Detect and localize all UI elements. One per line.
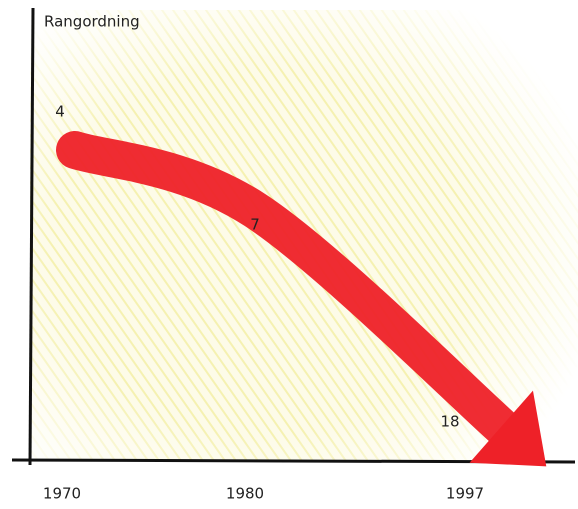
y-axis-label: Rangordning [44, 13, 140, 31]
data-label: 18 [440, 413, 459, 431]
x-tick-label: 1980 [226, 485, 264, 503]
data-label: 4 [55, 103, 65, 121]
data-label: 7 [250, 216, 260, 234]
chart: Rangordning 1970 1980 1997 4 7 18 [0, 0, 578, 505]
x-tick-label: 1997 [446, 485, 484, 503]
x-tick-label: 1970 [43, 485, 81, 503]
